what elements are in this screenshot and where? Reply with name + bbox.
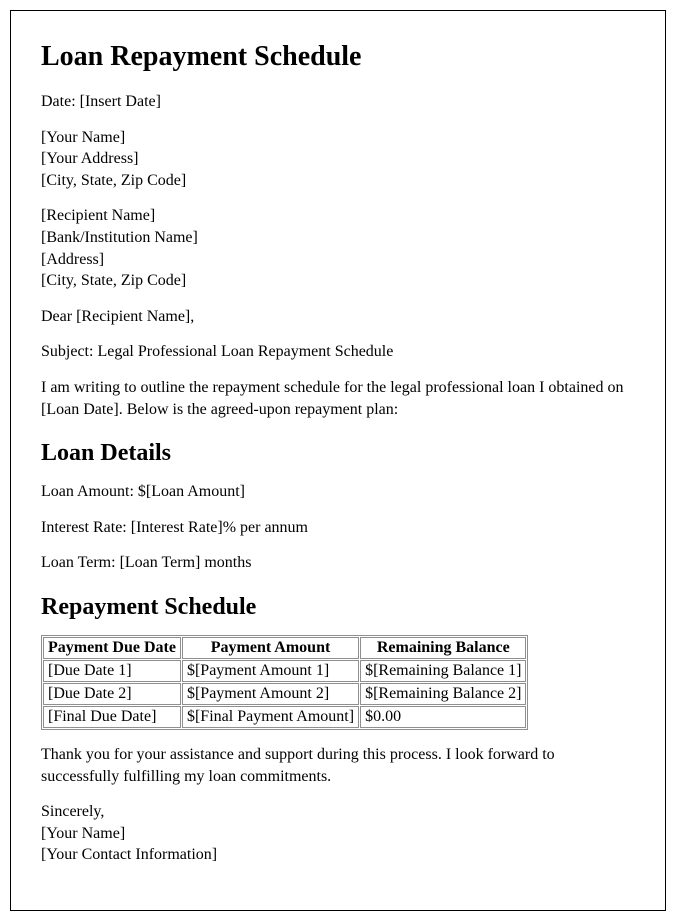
document-page: Loan Repayment Schedule Date: [Insert Da… [10, 10, 666, 911]
interest-rate-line: Interest Rate: [Interest Rate]% per annu… [41, 517, 635, 539]
document-title: Loan Repayment Schedule [41, 41, 635, 73]
loan-details-heading: Loan Details [41, 440, 635, 467]
signature-block: Sincerely, [Your Name] [Your Contact Inf… [41, 801, 635, 866]
col-payment-amount: Payment Amount [182, 637, 359, 659]
table-row: [Final Due Date] $[Final Payment Amount]… [43, 706, 526, 728]
schedule-heading: Repayment Schedule [41, 594, 635, 621]
signer-name: [Your Name] [41, 825, 125, 842]
cell-due-date: [Due Date 1] [43, 660, 181, 682]
recipient-address: [Address] [41, 251, 104, 268]
table-row: [Due Date 1] $[Payment Amount 1] $[Remai… [43, 660, 526, 682]
recipient-institution: [Bank/Institution Name] [41, 229, 198, 246]
cell-remaining-balance: $[Remaining Balance 2] [360, 683, 526, 705]
intro-paragraph: I am writing to outline the repayment sc… [41, 377, 635, 420]
cell-payment-amount: $[Payment Amount 1] [182, 660, 359, 682]
sender-city-state-zip: [City, State, Zip Code] [41, 172, 186, 189]
table-header-row: Payment Due Date Payment Amount Remainin… [43, 637, 526, 659]
cell-payment-amount: $[Payment Amount 2] [182, 683, 359, 705]
recipient-block: [Recipient Name] [Bank/Institution Name]… [41, 205, 635, 291]
repayment-table: Payment Due Date Payment Amount Remainin… [41, 635, 528, 730]
table-row: [Due Date 2] $[Payment Amount 2] $[Remai… [43, 683, 526, 705]
loan-term-line: Loan Term: [Loan Term] months [41, 552, 635, 574]
signer-contact: [Your Contact Information] [41, 846, 217, 863]
date-line: Date: [Insert Date] [41, 91, 635, 113]
cell-remaining-balance: $0.00 [360, 706, 526, 728]
col-due-date: Payment Due Date [43, 637, 181, 659]
cell-payment-amount: $[Final Payment Amount] [182, 706, 359, 728]
signoff: Sincerely, [41, 803, 104, 820]
loan-amount-line: Loan Amount: $[Loan Amount] [41, 481, 635, 503]
cell-remaining-balance: $[Remaining Balance 1] [360, 660, 526, 682]
sender-block: [Your Name] [Your Address] [City, State,… [41, 127, 635, 192]
cell-due-date: [Due Date 2] [43, 683, 181, 705]
closing-paragraph: Thank you for your assistance and suppor… [41, 744, 635, 787]
col-remaining-balance: Remaining Balance [360, 637, 526, 659]
salutation: Dear [Recipient Name], [41, 306, 635, 328]
sender-name: [Your Name] [41, 129, 125, 146]
cell-due-date: [Final Due Date] [43, 706, 181, 728]
subject-line: Subject: Legal Professional Loan Repayme… [41, 341, 635, 363]
sender-address: [Your Address] [41, 150, 139, 167]
recipient-city-state-zip: [City, State, Zip Code] [41, 272, 186, 289]
recipient-name: [Recipient Name] [41, 207, 155, 224]
